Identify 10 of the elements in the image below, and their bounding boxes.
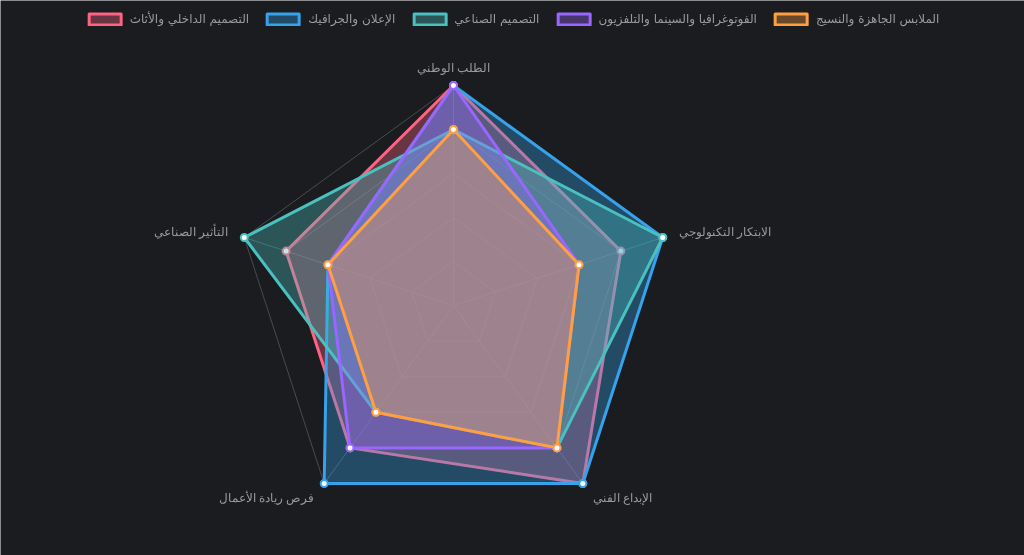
spoke-label: التأثير الصناعي (153, 223, 228, 240)
legend-label: الملابس الجاهزة والنسيج (815, 12, 940, 26)
legend-label: التصميم الصناعي (454, 12, 540, 26)
spoke-label: الطلب الوطني (417, 60, 490, 75)
legend-label: الفوتوغرافيا والسينما والتلفزيون (598, 12, 757, 26)
spoke-label: فرص ريادة الأعمال (218, 489, 314, 505)
legend-label: الإعلان والجرافيك (308, 12, 396, 26)
legend-label: التصميم الداخلي والأثاث (129, 12, 250, 26)
spoke-label: الإبداع الفني (593, 490, 653, 506)
spoke-label: الابتكار التكنولوجي (679, 225, 772, 240)
